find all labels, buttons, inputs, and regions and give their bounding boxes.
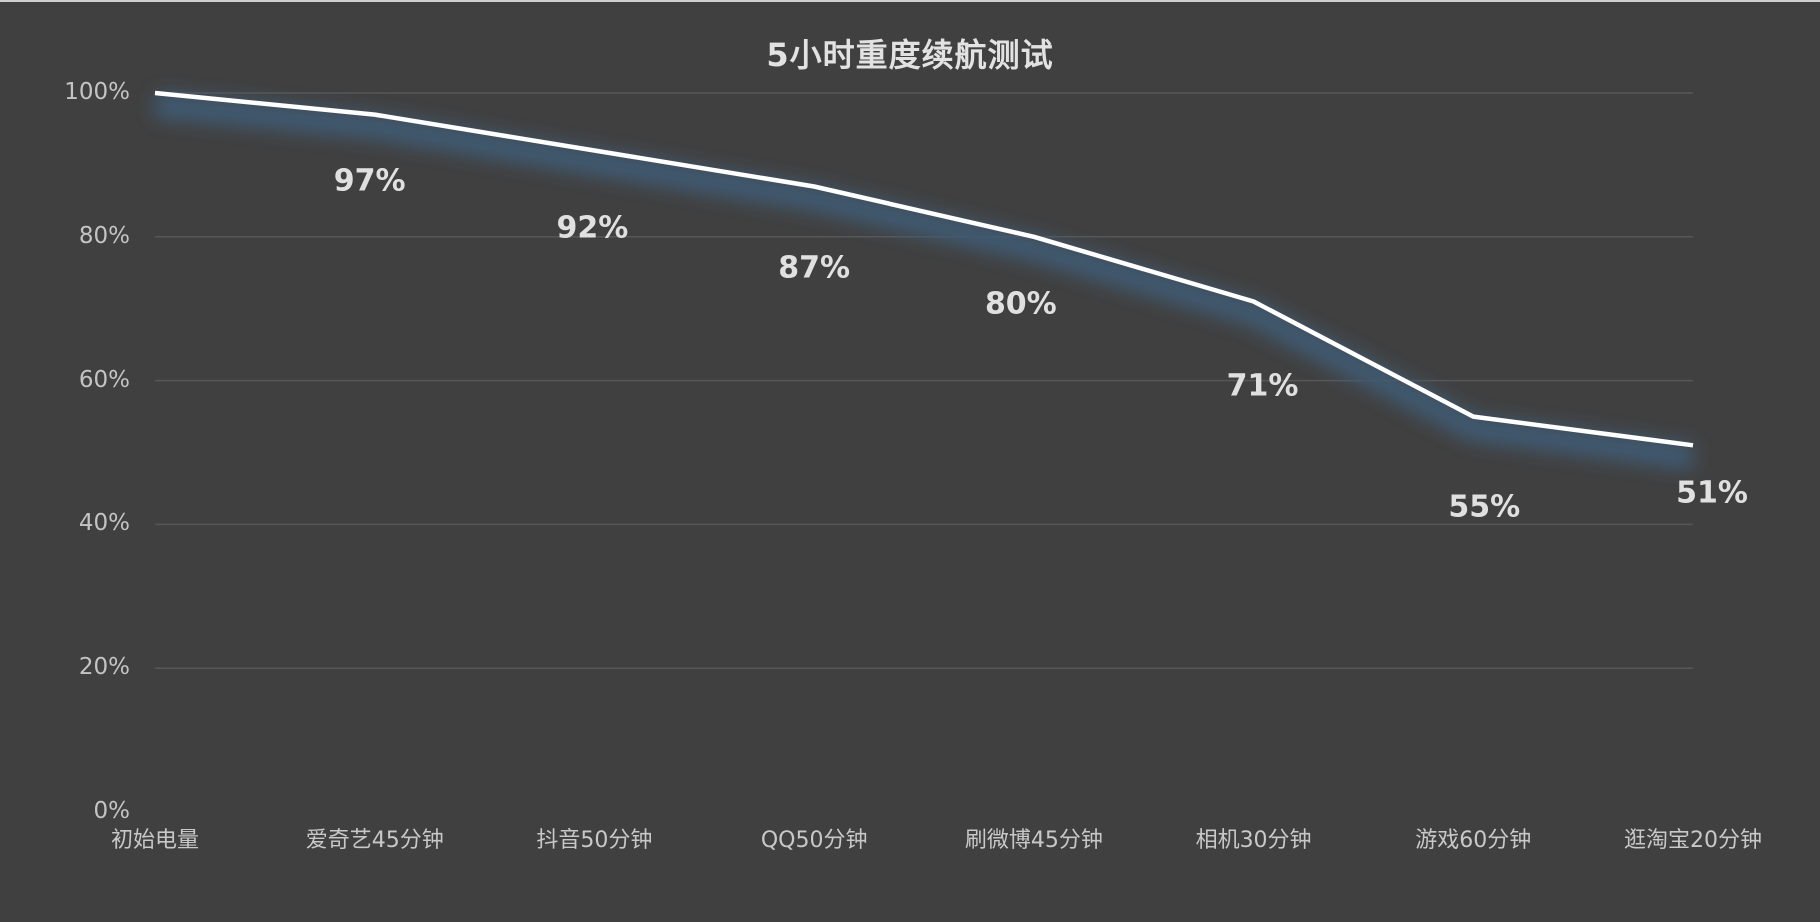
x-tick-label: 相机30分钟 <box>1195 828 1312 853</box>
y-tick-label: 20% <box>78 654 130 681</box>
data-label: 87% <box>778 250 851 286</box>
y-tick-label: 0% <box>93 798 131 824</box>
x-tick-label: QQ50分钟 <box>760 828 868 853</box>
x-tick-label: 爱奇艺45分钟 <box>305 828 444 853</box>
x-tick-label: 游戏60分钟 <box>1415 828 1532 853</box>
data-label: 80% <box>984 286 1057 322</box>
data-label: 92% <box>556 210 629 246</box>
gridlines <box>155 92 1693 669</box>
x-tick-label: 抖音50分钟 <box>536 828 653 853</box>
x-tick-label: 刷微博45分钟 <box>964 828 1103 853</box>
y-tick-label: 40% <box>78 510 130 537</box>
data-line <box>154 90 1694 448</box>
line-glow <box>153 92 1695 471</box>
x-tick-label: 初始电量 <box>110 828 200 853</box>
top-border <box>0 0 1820 2</box>
y-tick-label: 60% <box>78 366 130 393</box>
data-label: 51% <box>1676 475 1748 511</box>
y-tick-label: 80% <box>78 222 130 249</box>
data-label: 97% <box>333 163 406 199</box>
x-tick-label: 逛淘宝20分钟 <box>1624 828 1762 853</box>
y-tick-label: 100% <box>64 79 130 105</box>
chart-title: 5小时重度续航测试 <box>766 36 1054 74</box>
data-label: 55% <box>1448 489 1521 525</box>
data-label: 71% <box>1226 368 1299 403</box>
